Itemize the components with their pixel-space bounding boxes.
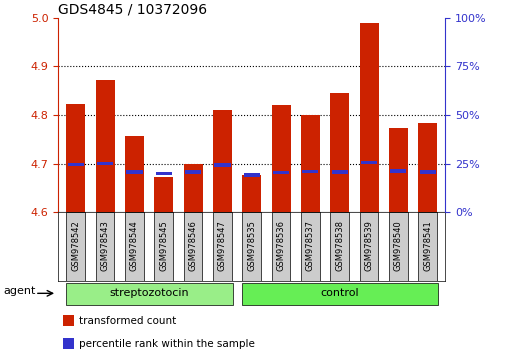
FancyBboxPatch shape <box>330 212 348 281</box>
Bar <box>331 170 347 174</box>
Text: GSM978541: GSM978541 <box>422 220 431 271</box>
Bar <box>360 161 376 165</box>
Text: GSM978539: GSM978539 <box>364 220 373 271</box>
Bar <box>359 23 378 212</box>
Bar <box>68 163 84 166</box>
Bar <box>243 173 260 177</box>
FancyBboxPatch shape <box>125 212 143 281</box>
Bar <box>242 175 261 212</box>
FancyBboxPatch shape <box>300 212 319 281</box>
FancyBboxPatch shape <box>66 212 85 281</box>
Text: GDS4845 / 10372096: GDS4845 / 10372096 <box>58 2 207 17</box>
Text: GSM978545: GSM978545 <box>159 220 168 271</box>
Text: GSM978547: GSM978547 <box>218 220 226 271</box>
Text: GSM978543: GSM978543 <box>100 220 110 271</box>
Text: control: control <box>320 288 359 298</box>
Bar <box>125 136 144 212</box>
FancyBboxPatch shape <box>66 282 232 305</box>
Bar <box>389 169 406 173</box>
Bar <box>95 80 115 212</box>
Bar <box>417 123 436 212</box>
Bar <box>183 164 202 212</box>
Bar <box>156 172 172 175</box>
Bar <box>66 104 85 212</box>
Bar <box>126 170 142 174</box>
Text: GSM978546: GSM978546 <box>188 220 197 271</box>
FancyBboxPatch shape <box>213 212 231 281</box>
Bar <box>271 105 290 212</box>
FancyBboxPatch shape <box>241 282 437 305</box>
Text: GSM978537: GSM978537 <box>306 220 314 271</box>
FancyBboxPatch shape <box>183 212 202 281</box>
FancyBboxPatch shape <box>359 212 378 281</box>
Bar <box>97 162 113 165</box>
Text: GSM978538: GSM978538 <box>334 220 343 271</box>
Text: agent: agent <box>3 286 35 296</box>
Text: streptozotocin: streptozotocin <box>109 288 188 298</box>
Bar <box>63 315 74 326</box>
Bar <box>63 338 74 349</box>
FancyBboxPatch shape <box>418 212 436 281</box>
FancyBboxPatch shape <box>95 212 114 281</box>
Bar <box>300 115 319 212</box>
Bar <box>330 93 348 212</box>
Bar <box>154 177 173 212</box>
Bar <box>214 164 230 167</box>
Bar <box>213 110 231 212</box>
Text: GSM978535: GSM978535 <box>247 220 256 271</box>
Bar <box>185 170 201 174</box>
FancyBboxPatch shape <box>242 212 261 281</box>
FancyBboxPatch shape <box>154 212 173 281</box>
Text: transformed count: transformed count <box>79 316 176 326</box>
FancyBboxPatch shape <box>271 212 290 281</box>
Text: percentile rank within the sample: percentile rank within the sample <box>79 339 254 349</box>
Bar <box>272 171 288 174</box>
Text: GSM978536: GSM978536 <box>276 220 285 271</box>
Text: GSM978544: GSM978544 <box>130 220 139 271</box>
Text: GSM978542: GSM978542 <box>71 220 80 271</box>
Bar <box>419 170 435 174</box>
Text: GSM978540: GSM978540 <box>393 220 402 271</box>
Bar <box>301 170 318 173</box>
FancyBboxPatch shape <box>388 212 407 281</box>
Bar <box>388 128 407 212</box>
